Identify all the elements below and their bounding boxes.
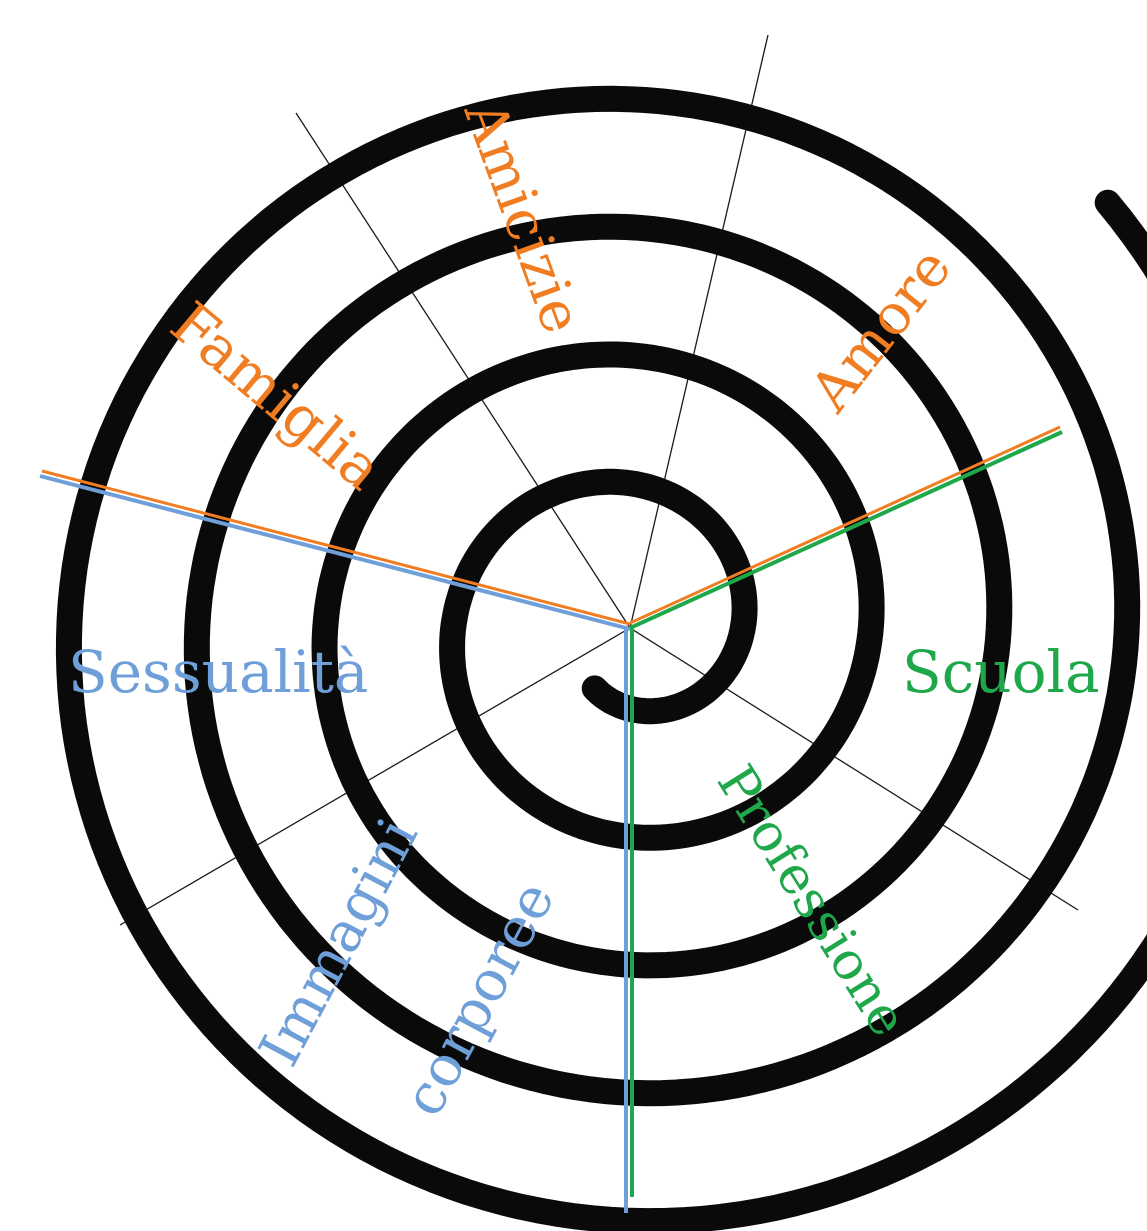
- boundary-line-blue-left: [39, 474, 631, 631]
- label-professione: Professione: [705, 755, 918, 1047]
- spiral: [55, 85, 1147, 1231]
- spoke-line: [119, 627, 631, 926]
- boundary-line-green-right: [629, 430, 1063, 630]
- spoke-line: [295, 112, 631, 629]
- boundary-line-orange-right: [629, 425, 1061, 625]
- label-scuola: Scuola: [902, 638, 1100, 706]
- boundary-line-orange-left: [41, 469, 631, 626]
- label-sessualita: Sessualità: [68, 638, 369, 706]
- boundary-lines: [39, 425, 1063, 1213]
- spoke-line: [629, 34, 769, 629]
